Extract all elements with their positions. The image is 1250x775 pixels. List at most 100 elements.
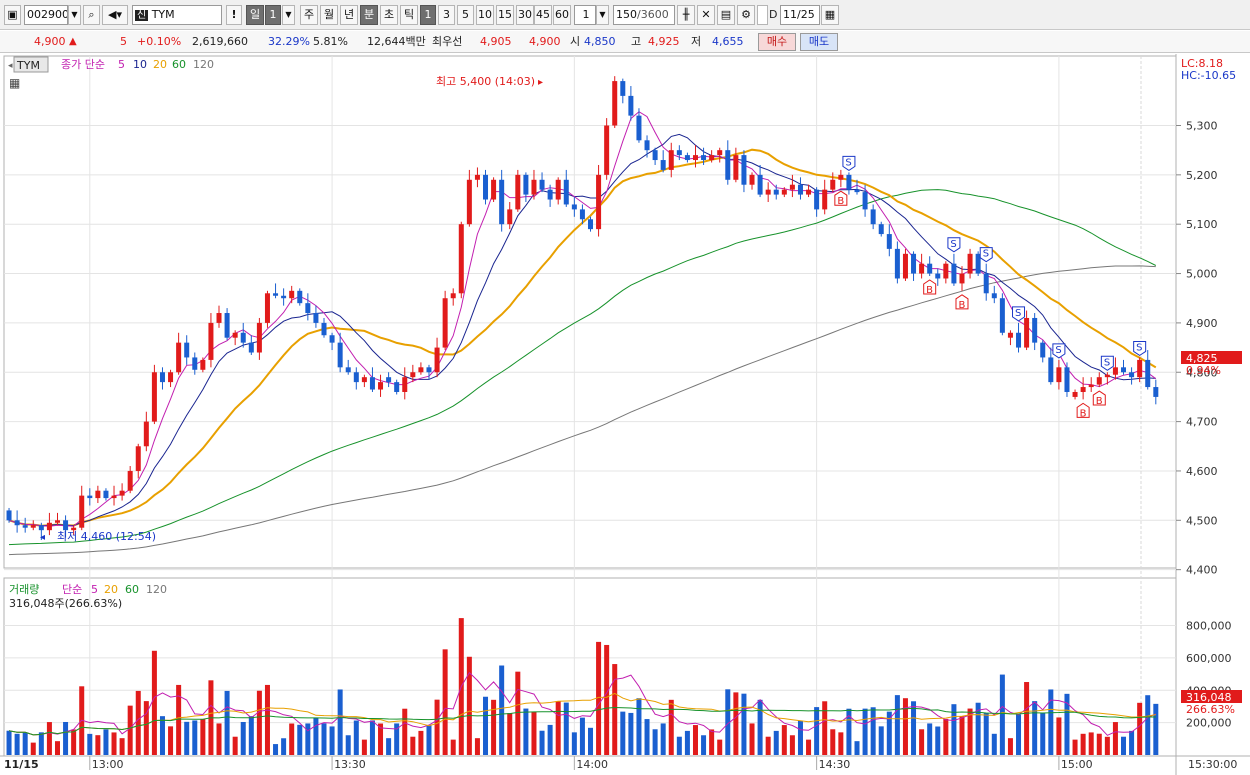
interval-60-button[interactable]: 60 bbox=[553, 5, 571, 25]
candle bbox=[127, 466, 133, 494]
svg-text:S: S bbox=[1104, 357, 1110, 368]
date-input[interactable]: 11/25 bbox=[780, 5, 820, 25]
sell-button[interactable]: 매도 bbox=[800, 33, 838, 51]
buy-signal-marker: B bbox=[955, 294, 969, 311]
volume-bar bbox=[975, 702, 981, 755]
candle bbox=[701, 147, 707, 165]
candle bbox=[103, 488, 109, 501]
price-tick-label: 4,600 bbox=[1186, 465, 1218, 478]
ma5-line bbox=[8, 111, 1157, 527]
candle bbox=[676, 145, 682, 161]
hc-value: HC:-10.65 bbox=[1181, 69, 1236, 82]
candle bbox=[628, 86, 634, 121]
svg-text:S: S bbox=[1015, 308, 1021, 319]
volume-bar bbox=[668, 699, 674, 755]
buy-button[interactable]: 매수 bbox=[758, 33, 796, 51]
interval-15-button[interactable]: 15 bbox=[496, 5, 514, 25]
ma10-legend: 10 bbox=[133, 58, 147, 71]
volume-bar bbox=[870, 707, 876, 755]
volume-bar bbox=[571, 732, 577, 755]
buy-signal-marker: B bbox=[1092, 390, 1106, 407]
price-tick-label: 5,100 bbox=[1186, 218, 1218, 231]
candle bbox=[587, 216, 594, 232]
volume-bar bbox=[596, 641, 602, 755]
legend-expand-icon[interactable]: ◂ bbox=[8, 61, 13, 71]
period-tick-button[interactable]: 틱 bbox=[400, 5, 418, 25]
candle bbox=[434, 337, 440, 378]
volume-bar bbox=[814, 707, 820, 755]
period-week-button[interactable]: 주 bbox=[300, 5, 318, 25]
alert-button[interactable]: ! bbox=[226, 5, 242, 25]
interval-1-button[interactable]: 1 bbox=[420, 5, 436, 25]
candle bbox=[491, 177, 497, 202]
low-arrow-icon: ◂ bbox=[40, 532, 45, 543]
candle bbox=[894, 241, 900, 284]
volume-ma-line bbox=[8, 706, 1156, 736]
interval-45-button[interactable]: 45 bbox=[534, 5, 552, 25]
high-label: 고 bbox=[631, 35, 642, 48]
code-dropdown-icon[interactable]: ▼ bbox=[68, 5, 81, 25]
volume-bar bbox=[63, 721, 69, 755]
day-count-dropdown-icon[interactable]: ▼ bbox=[282, 5, 295, 25]
volume-bar bbox=[1145, 695, 1151, 755]
high-annotation: 최고 5,400 (14:03) bbox=[436, 75, 535, 88]
candle bbox=[168, 369, 174, 388]
candle bbox=[1080, 377, 1086, 400]
interval-10-button[interactable]: 10 bbox=[476, 5, 494, 25]
candle bbox=[151, 364, 157, 425]
candle bbox=[79, 485, 85, 531]
interval-dropdown-icon[interactable]: ▼ bbox=[596, 5, 609, 25]
period-month-button[interactable]: 월 bbox=[320, 5, 338, 25]
volume-bar bbox=[394, 723, 400, 755]
data-table-icon[interactable]: ▦ bbox=[9, 76, 20, 90]
search-icon[interactable]: ⌕ bbox=[83, 5, 100, 25]
candle bbox=[418, 362, 424, 375]
day-count-input[interactable]: 1 bbox=[265, 5, 281, 25]
volume-bar bbox=[95, 735, 101, 755]
candle bbox=[830, 172, 836, 193]
sell-signal-marker: S bbox=[1052, 343, 1066, 359]
volume-toggle-icon[interactable]: ◀▾ bbox=[102, 5, 128, 25]
volume-bar bbox=[951, 704, 957, 755]
interval-30-button[interactable]: 30 bbox=[516, 5, 534, 25]
date-checkbox[interactable] bbox=[757, 5, 768, 25]
volume-bar bbox=[442, 649, 448, 755]
candle bbox=[305, 293, 311, 321]
bar-count-field[interactable]: 150/3600 bbox=[613, 5, 675, 25]
save-icon[interactable]: ▤ bbox=[717, 5, 735, 25]
candle bbox=[1072, 389, 1078, 400]
stock-code-input[interactable]: 002900 bbox=[24, 5, 68, 25]
candle bbox=[822, 179, 828, 215]
candle bbox=[87, 488, 93, 506]
interval-3-button[interactable]: 3 bbox=[438, 5, 455, 25]
volume-bar bbox=[515, 671, 521, 755]
candle bbox=[1129, 367, 1135, 385]
stock-name-field[interactable]: 신 TYM bbox=[132, 5, 222, 25]
ma120-line bbox=[8, 265, 1156, 556]
interval-input[interactable]: 1 bbox=[574, 5, 596, 25]
candle bbox=[846, 172, 852, 195]
period-minute-button[interactable]: 분 bbox=[360, 5, 378, 25]
time-tick-label: 15:30:00 bbox=[1188, 758, 1237, 771]
price-change: 5 bbox=[120, 35, 127, 48]
candle-style-icon[interactable]: ╫ bbox=[677, 5, 695, 25]
volume-ma-line bbox=[8, 671, 1157, 736]
settings-gear-icon[interactable]: ⚙ bbox=[737, 5, 755, 25]
volume-tick-label: 600,000 bbox=[1186, 652, 1232, 665]
up-arrow-icon: ▲ bbox=[69, 36, 77, 47]
interval-5-button[interactable]: 5 bbox=[457, 5, 474, 25]
calendar-icon[interactable]: ▦ bbox=[821, 5, 839, 25]
candle bbox=[725, 140, 731, 185]
volume-bar bbox=[991, 733, 997, 755]
candle bbox=[119, 483, 125, 501]
candle bbox=[345, 359, 351, 375]
period-second-button[interactable]: 초 bbox=[380, 5, 398, 25]
volume-bar bbox=[450, 739, 456, 755]
period-year-button[interactable]: 년 bbox=[340, 5, 358, 25]
window-icon[interactable]: ▣ bbox=[4, 5, 21, 25]
volume-bar bbox=[701, 735, 707, 755]
volume-bar bbox=[256, 690, 262, 755]
crosshair-icon[interactable]: ✕ bbox=[697, 5, 715, 25]
period-day-button[interactable]: 일 bbox=[246, 5, 264, 25]
